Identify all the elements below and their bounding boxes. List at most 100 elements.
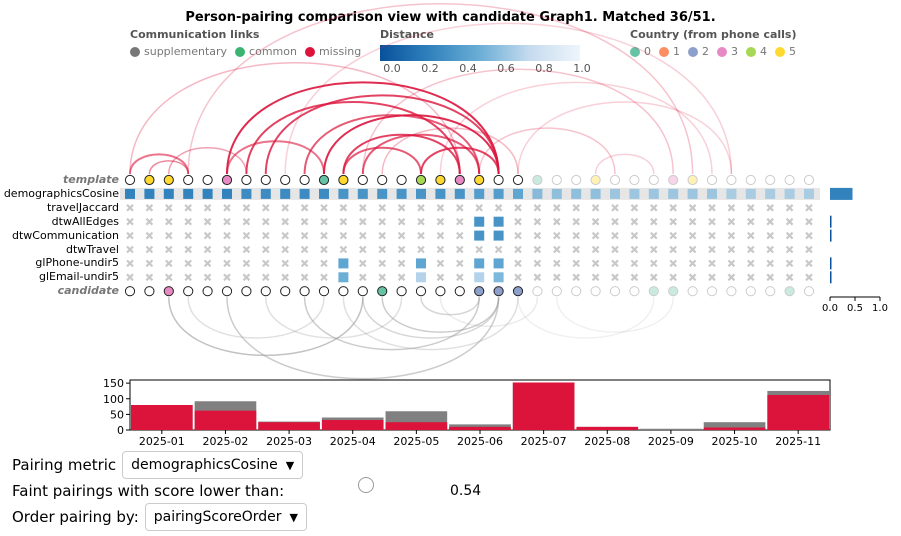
candidate-node (512, 286, 524, 297)
missing-cell-cross-icon (805, 204, 813, 212)
missing-cell-cross-icon (708, 259, 716, 268)
country-legend-label: 0 (644, 45, 651, 58)
missing-cell-cross-icon (203, 231, 212, 240)
country-legend: 0 1 2 3 4 5 (630, 45, 804, 58)
missing-cell-cross-icon (262, 204, 270, 212)
histogram-missing-bar (767, 395, 829, 430)
template-link-arc (168, 147, 248, 175)
missing-cell-cross-icon (262, 273, 270, 282)
missing-cell-cross-icon (184, 217, 192, 226)
faint-threshold-slider-handle[interactable] (358, 477, 374, 493)
cross-stroke (630, 231, 639, 240)
candidate-node (144, 286, 155, 297)
histogram-missing-bar (258, 422, 320, 430)
country-legend-item: 3 (717, 45, 738, 58)
cross-stroke (591, 259, 600, 268)
link-legend-item: missing (304, 45, 361, 58)
cross-stroke (572, 259, 580, 268)
cross-stroke (359, 273, 367, 282)
pairing-metric-select[interactable]: demographicsCosine ▼ (122, 451, 304, 479)
cross-stroke (611, 273, 619, 282)
missing-cell-cross-icon (785, 231, 794, 240)
template-link-arc (478, 127, 616, 175)
metric-cell (474, 272, 485, 283)
missing-cell-cross-icon (727, 217, 736, 226)
link-legend-swatch (304, 46, 315, 57)
cross-stroke (126, 259, 134, 268)
candidate-node (648, 286, 659, 297)
template-link-arc (245, 101, 461, 175)
histogram-missing-bar (576, 426, 639, 430)
candidate-node (454, 286, 465, 297)
cross-stroke (417, 231, 425, 240)
template-node (280, 174, 291, 186)
cross-stroke (494, 245, 503, 254)
template-link-arc (420, 146, 500, 175)
cross-stroke (650, 217, 658, 226)
cross-stroke (320, 204, 328, 212)
metric-cell (338, 272, 349, 283)
template-node (512, 174, 524, 186)
missing-cell-cross-icon (262, 259, 270, 268)
cross-stroke (417, 245, 425, 254)
selected-row-band (120, 187, 820, 200)
cross-stroke (397, 204, 406, 212)
missing-cell-cross-icon (397, 231, 406, 240)
histogram-missing-bar (512, 382, 575, 430)
cross-stroke (242, 204, 251, 212)
cross-stroke (339, 231, 348, 240)
missing-cell-cross-icon (397, 204, 406, 212)
metric-cell (571, 188, 582, 199)
cross-stroke (262, 231, 270, 240)
template-node (706, 174, 718, 186)
metric-cell (474, 188, 485, 199)
cross-stroke (669, 259, 677, 268)
missing-cell-cross-icon (514, 204, 522, 212)
cross-stroke (805, 273, 813, 282)
missing-cell-cross-icon (785, 273, 794, 282)
row-label-travelJaccard: travelJaccard (46, 200, 119, 214)
metric-cell (241, 188, 252, 199)
cross-stroke (397, 245, 406, 254)
candidate-node (396, 286, 407, 297)
side-score-bar (830, 271, 832, 284)
cross-stroke (572, 204, 580, 212)
order-pairing-select[interactable]: pairingScoreOrder ▼ (144, 503, 308, 531)
metric-cell (726, 188, 737, 199)
cross-stroke (300, 231, 309, 240)
cross-stroke (378, 273, 386, 282)
cross-stroke (650, 204, 658, 212)
cross-stroke (223, 204, 231, 212)
cross-stroke (572, 245, 580, 254)
missing-cell-cross-icon (378, 204, 386, 212)
missing-cell-cross-icon (417, 204, 425, 212)
missing-cell-cross-icon (611, 204, 619, 212)
missing-cell-cross-icon (766, 204, 774, 212)
cross-stroke (203, 259, 212, 268)
side-axis-tick-label: 0.5 (847, 303, 863, 314)
country-legend-swatch (775, 46, 785, 57)
candidate-node (493, 286, 504, 297)
missing-cell-cross-icon (766, 273, 774, 282)
template-link-arc (148, 160, 189, 175)
country-legend-swatch (630, 46, 640, 57)
candidate-node (590, 286, 601, 297)
side-score-bar (830, 257, 832, 270)
missing-cell-cross-icon (747, 245, 755, 254)
missing-cell-cross-icon (203, 273, 212, 282)
metric-cell (532, 188, 543, 199)
histogram-x-tick-label: 2025-06 (457, 435, 503, 448)
missing-cell-cross-icon (727, 273, 736, 282)
cross-stroke (747, 231, 755, 240)
cross-stroke (785, 259, 794, 268)
template-link-arc (439, 81, 713, 175)
cross-stroke (591, 204, 600, 212)
cross-stroke (359, 217, 367, 226)
missing-cell-cross-icon (242, 273, 251, 282)
cross-stroke (688, 231, 697, 240)
missing-cell-cross-icon (747, 273, 755, 282)
links-legend-title: Communication links (130, 28, 260, 41)
metric-cell (590, 188, 601, 199)
missing-cell-cross-icon (630, 259, 639, 268)
cross-stroke (203, 217, 212, 226)
